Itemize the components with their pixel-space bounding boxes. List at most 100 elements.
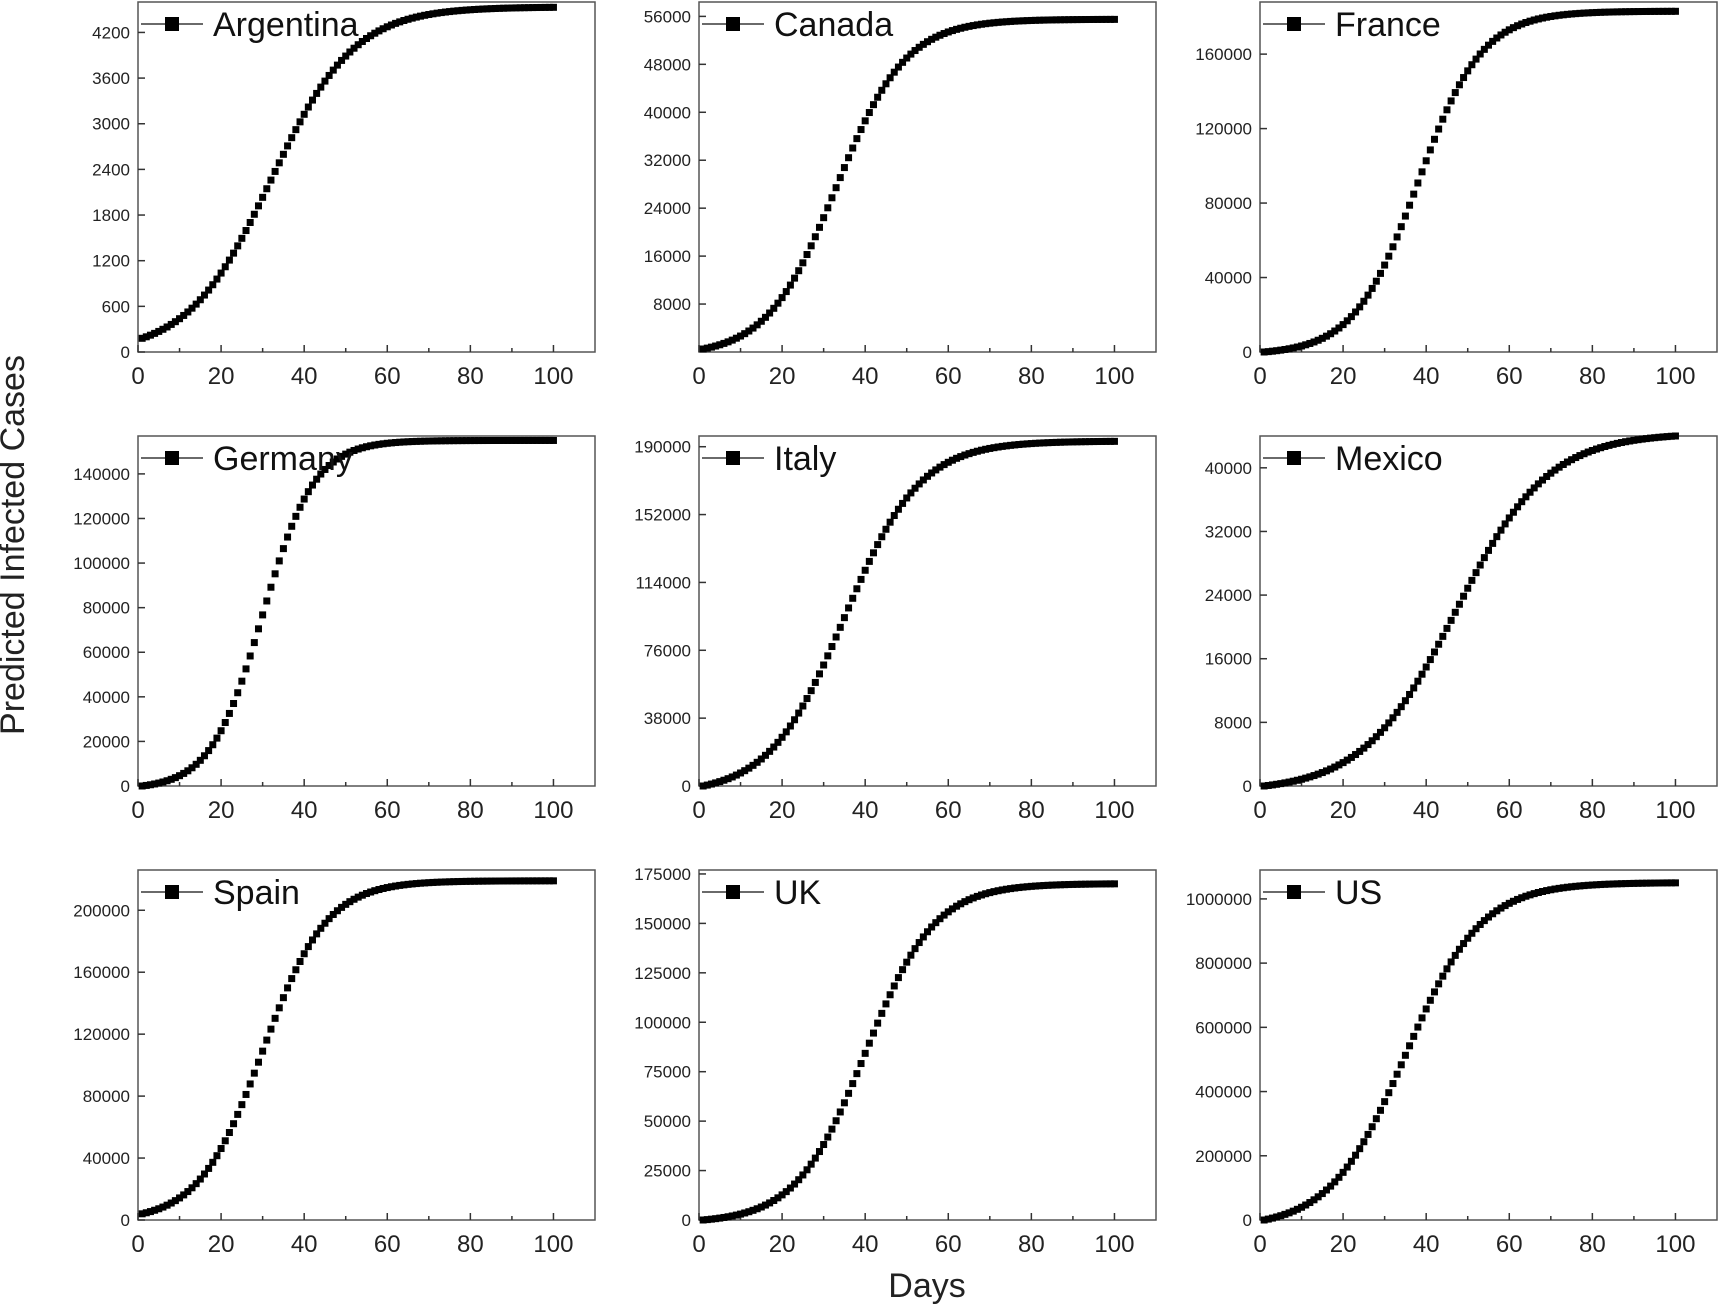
data-point: [408, 14, 416, 22]
data-point: [957, 24, 965, 32]
data-point: [342, 450, 350, 458]
data-point: [1534, 480, 1542, 488]
data-point: [1081, 880, 1089, 888]
data-point: [1543, 472, 1551, 480]
data-point: [437, 437, 445, 445]
data-point: [766, 1199, 774, 1207]
data-point: [1659, 879, 1667, 887]
data-point: [250, 210, 258, 218]
data-point: [1094, 880, 1102, 888]
data-point: [354, 41, 362, 49]
data-point: [882, 525, 890, 533]
y-tick-label: 160000: [73, 963, 130, 982]
y-tick-label: 8000: [653, 295, 691, 314]
data-point: [441, 878, 449, 886]
data-point: [1343, 1163, 1351, 1171]
data-point: [188, 1184, 196, 1192]
data-point: [1480, 45, 1488, 53]
series-spain: [138, 877, 557, 1218]
legend-label: UK: [774, 874, 822, 912]
data-point: [1410, 684, 1418, 692]
data-point: [948, 27, 956, 35]
data-point: [230, 249, 238, 257]
series-canada: [699, 15, 1118, 353]
data-point: [1086, 880, 1094, 888]
data-point: [155, 779, 163, 787]
y-tick-label: 56000: [644, 7, 691, 26]
data-point: [200, 752, 208, 760]
data-point: [213, 734, 221, 742]
data-point: [869, 1029, 877, 1037]
data-point: [1576, 882, 1584, 890]
data-point: [828, 194, 836, 202]
x-tick-label: 60: [935, 797, 962, 824]
data-point: [163, 1201, 171, 1209]
data-point: [741, 330, 749, 338]
data-point: [1044, 16, 1052, 24]
data-point: [441, 437, 449, 445]
plot-frame: [1259, 869, 1718, 1221]
data-point: [932, 919, 940, 927]
data-point: [1318, 334, 1326, 342]
data-point: [1106, 437, 1114, 445]
data-point: [1027, 882, 1035, 890]
series-mexico: [1260, 432, 1679, 790]
data-point: [471, 6, 479, 14]
data-point: [1032, 16, 1040, 24]
data-point: [1331, 1178, 1339, 1186]
data-point: [998, 442, 1006, 450]
data-point: [504, 436, 512, 444]
data-point: [429, 437, 437, 445]
data-point: [1588, 9, 1596, 17]
data-point: [874, 1019, 882, 1027]
data-point: [234, 1110, 242, 1118]
data-point: [271, 167, 279, 175]
plot-frame: [1259, 435, 1718, 787]
data-point: [180, 769, 188, 777]
data-point: [454, 437, 462, 445]
x-tick-label: 0: [131, 797, 144, 824]
data-point: [803, 695, 811, 703]
data-point: [213, 275, 221, 283]
data-point: [836, 174, 844, 182]
data-point: [1343, 317, 1351, 325]
data-point: [1509, 897, 1517, 905]
x-tick-label: 80: [1018, 1231, 1045, 1258]
x-tick-label: 60: [374, 797, 401, 824]
data-point: [304, 488, 312, 496]
data-point: [915, 480, 923, 488]
data-point: [824, 652, 832, 660]
data-point: [1472, 55, 1480, 63]
data-point: [1464, 67, 1472, 75]
data-point: [1509, 24, 1517, 32]
data-point: [828, 1125, 836, 1133]
data-point: [400, 438, 408, 446]
data-point: [1011, 17, 1019, 25]
x-tick-label: 40: [291, 797, 318, 824]
data-point: [329, 458, 337, 466]
data-point: [1376, 269, 1384, 277]
data-point: [1435, 980, 1443, 988]
data-point: [1551, 885, 1559, 893]
data-point: [155, 327, 163, 335]
data-point: [1568, 10, 1576, 18]
data-point: [824, 1133, 832, 1141]
y-tick-label: 600000: [1195, 1018, 1252, 1037]
data-point: [986, 889, 994, 897]
data-point: [1609, 440, 1617, 448]
data-point: [795, 267, 803, 275]
data-point: [1106, 15, 1114, 23]
data-point: [986, 19, 994, 27]
data-point: [367, 888, 375, 896]
data-point: [1056, 16, 1064, 24]
data-point: [138, 1210, 146, 1218]
data-point: [217, 727, 225, 735]
data-point: [1052, 438, 1060, 446]
data-point: [840, 1099, 848, 1107]
legend: US: [1263, 874, 1382, 912]
data-point: [1036, 439, 1044, 447]
data-point: [990, 888, 998, 896]
x-tick-label: 100: [1655, 1231, 1695, 1258]
data-point: [728, 773, 736, 781]
x-tick-label: 20: [1330, 363, 1357, 390]
